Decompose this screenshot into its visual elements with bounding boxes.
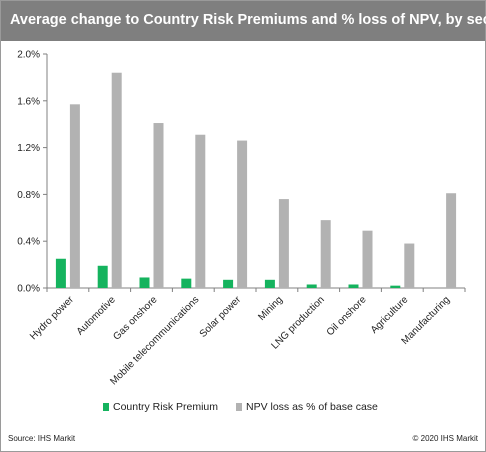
legend-label-country-risk-premium: Country Risk Premium — [113, 401, 218, 413]
bar-npv-loss — [237, 140, 248, 288]
y-tick-label: 0.0% — [17, 284, 40, 295]
bar-npv-loss — [446, 193, 457, 288]
y-tick-label: 1.6% — [17, 96, 40, 107]
legend-swatch-npv-loss — [236, 403, 242, 411]
bar-country-risk-premium — [181, 278, 192, 288]
bar-npv-loss — [320, 220, 331, 288]
x-category-label: Automotive — [75, 294, 118, 337]
bar-npv-loss — [69, 104, 80, 288]
bar-country-risk-premium — [97, 265, 108, 288]
source-note: Source: IHS Markit — [8, 434, 76, 443]
bar-country-risk-premium — [306, 284, 317, 288]
title-bar: Average change to Country Risk Premiums … — [1, 1, 486, 41]
bar-country-risk-premium — [55, 258, 66, 288]
x-category-label: Mining — [256, 294, 285, 323]
bar-npv-loss — [153, 123, 164, 288]
bar-npv-loss — [404, 243, 415, 288]
x-category-label: Agriculture — [369, 294, 411, 336]
legend-label-npv-loss: NPV loss as % of base case — [246, 401, 378, 413]
copyright-note: © 2020 IHS Markit — [412, 434, 478, 443]
x-category-label: Solar power — [198, 294, 244, 340]
bar-npv-loss — [111, 72, 122, 288]
bar-country-risk-premium — [264, 279, 275, 288]
y-tick-label: 0.4% — [17, 237, 40, 248]
bar-npv-loss — [195, 134, 206, 288]
y-tick-label: 1.2% — [17, 143, 40, 154]
x-category-label: Mobile telecommunications — [108, 294, 201, 387]
y-tick-label: 0.8% — [17, 190, 40, 201]
bar-npv-loss — [278, 199, 289, 288]
bar-country-risk-premium — [139, 277, 150, 288]
bar-country-risk-premium — [348, 284, 359, 288]
legend-swatch-country-risk-premium — [103, 403, 109, 411]
bar-country-risk-premium — [390, 285, 401, 288]
chart-title: Average change to Country Risk Premiums … — [10, 12, 486, 28]
bar-npv-loss — [362, 230, 373, 288]
x-category-label: Hydro power — [28, 294, 76, 342]
bar-country-risk-premium — [223, 279, 234, 288]
y-tick-label: 2.0% — [17, 50, 40, 61]
x-category-label: Oil onshore — [325, 294, 369, 338]
